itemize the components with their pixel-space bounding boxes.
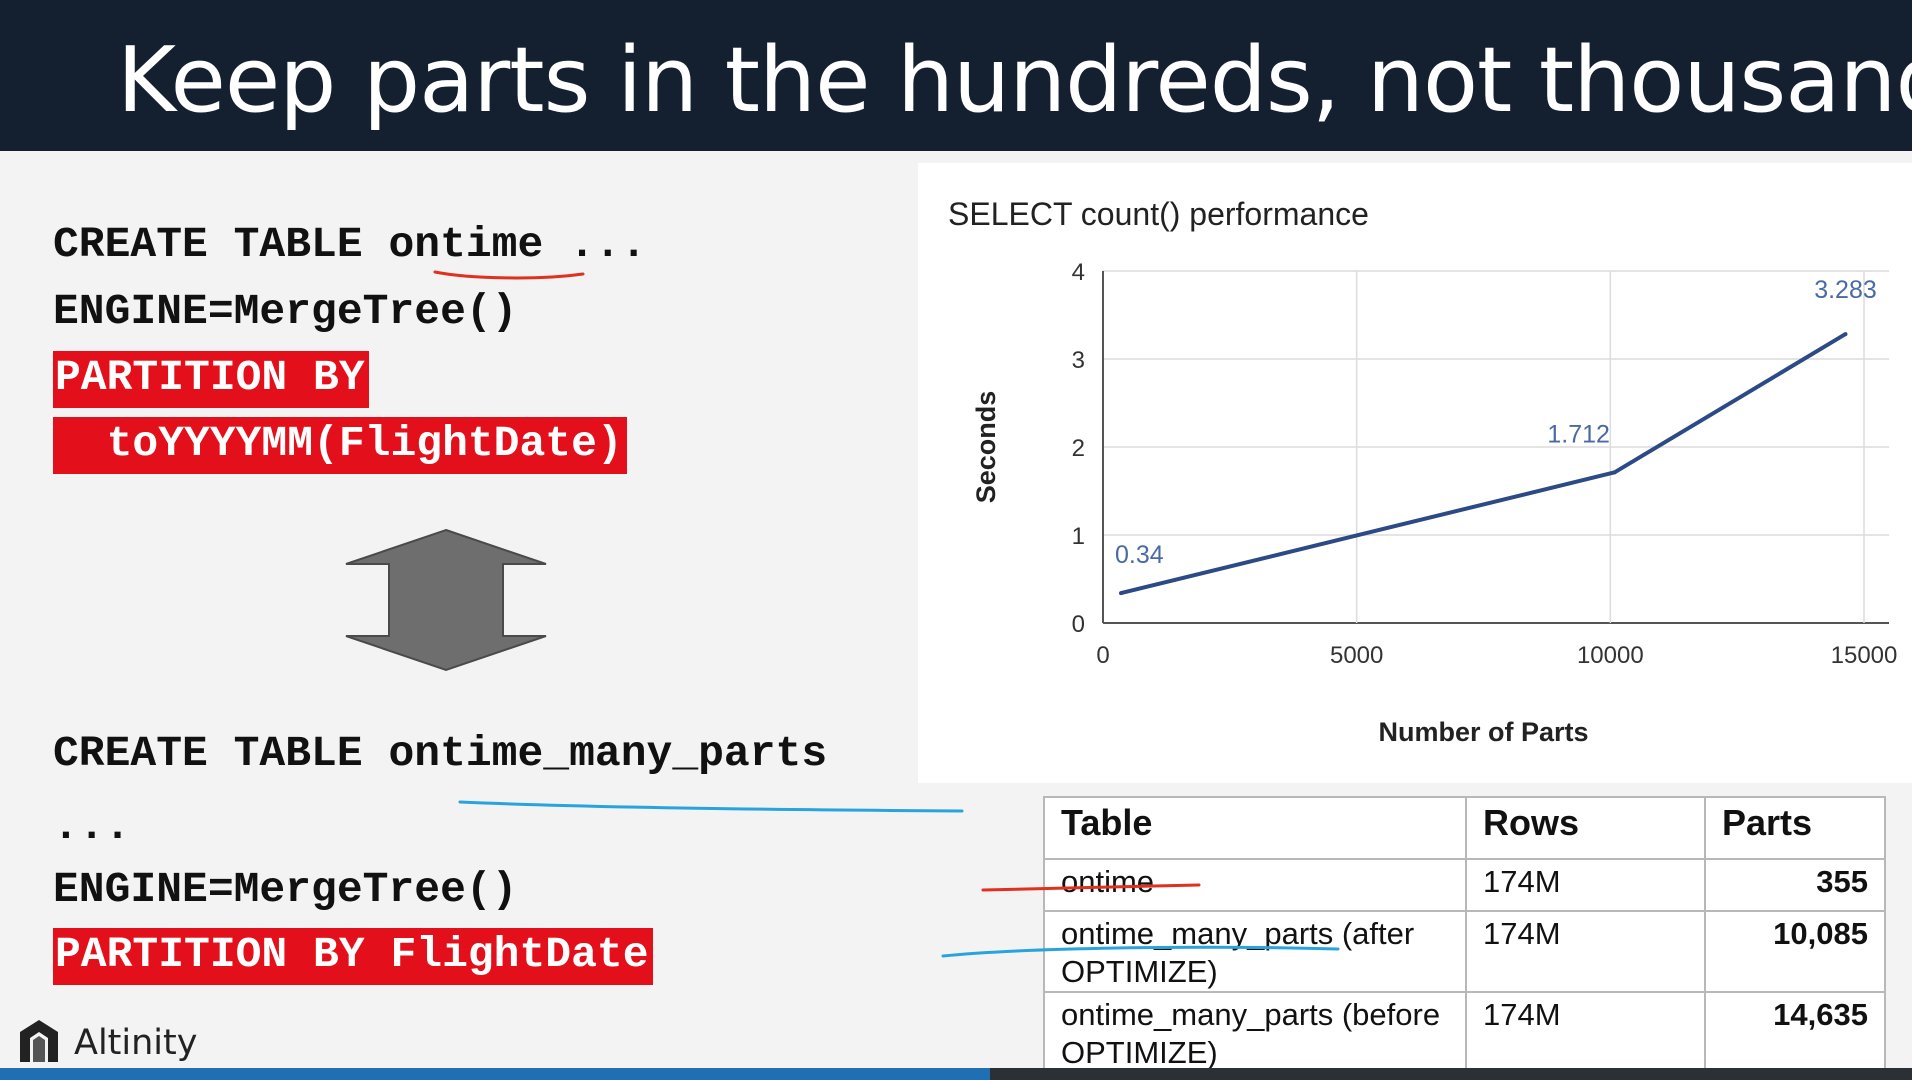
y-tick-label: 2 [1072,435,1085,462]
data-point [1843,332,1848,337]
line-chart: 0 1 2 3 4 0 5000 10000 15000 0.34 1.712 3.283 Number… [971,259,1898,747]
highlight-partition-flightdate: PARTITION BY FlightDate [53,928,653,985]
progress-bar-track [990,1068,1912,1080]
code-bottom-line3: ENGINE=MergeTree() [53,865,518,914]
x-tick-label: 0 [1096,642,1109,669]
highlight-partition-expr: toYYYYMM(FlightDate) [53,417,627,474]
chart-panel [918,163,1912,783]
column-header-rows: Rows [1465,796,1706,860]
code-keyword: CREATE TABLE [53,729,389,778]
chart-title: SELECT count() performance [948,196,1369,232]
column-header-parts: Parts [1704,796,1886,860]
slide-title: Keep parts in the hundreds, not thousand… [117,28,1912,133]
series-line [1120,332,1847,596]
blue-underline-mark [458,800,964,813]
altinity-logo-icon [20,1020,58,1062]
code-keyword: CREATE TABLE [53,220,389,269]
cell-rows: 174M [1465,910,1706,993]
progress-bar-fill [0,1068,990,1080]
data-point [1612,470,1617,475]
table-row: ontime 174M 355 [1043,858,1886,912]
cell-parts: 10,085 [1704,910,1886,993]
x-axis-label: Number of Parts [1378,717,1588,747]
y-axis-label: Seconds [971,391,1001,504]
code-bottom-line2: ... [53,802,131,851]
code-table-name: ontime [388,220,544,269]
slide-header: Keep parts in the hundreds, not thousand… [0,0,1912,151]
table-header-row: Table Rows Parts [1043,796,1886,860]
data-label: 1.712 [1547,420,1610,448]
x-tick-label: 5000 [1330,642,1383,669]
cell-table-name: ontime_many_parts (before OPTIMIZE) [1043,991,1467,1074]
code-bottom-line4: PARTITION BY FlightDate [53,928,653,985]
red-underline-mark [433,270,585,280]
x-tick-label: 15000 [1831,642,1898,669]
y-tick-label: 1 [1072,523,1085,550]
y-tick-label: 3 [1072,347,1085,374]
data-label: 0.34 [1115,541,1164,569]
code-top-line2: ENGINE=MergeTree() [53,287,518,336]
table-row: ontime_many_parts (before OPTIMIZE) 174M… [1043,991,1886,1074]
cell-parts: 355 [1704,858,1886,912]
code-ellipsis: ... [543,220,647,269]
brand-name: Altinity [74,1023,198,1063]
highlight-partition-by: PARTITION BY [53,351,369,408]
cell-rows: 174M [1465,991,1706,1074]
y-tick-label: 4 [1072,259,1085,286]
cell-parts: 14,635 [1704,991,1886,1074]
data-label: 3.283 [1814,276,1877,304]
code-top-line4: toYYYYMM(FlightDate) [53,417,627,474]
cell-table-name: ontime_many_parts (after OPTIMIZE) [1043,910,1467,993]
code-top-line3: PARTITION BY [53,351,369,408]
cell-table-name: ontime [1043,858,1467,912]
cell-rows: 174M [1465,858,1706,912]
table-row: ontime_many_parts (after OPTIMIZE) 174M … [1043,910,1886,993]
code-bottom-line1: CREATE TABLE ontime_many_parts [53,732,827,775]
double-arrow-icon [345,528,547,672]
parts-table: Table Rows Parts ontime 174M 355 ontime_… [1043,796,1886,1074]
data-point [1119,591,1124,596]
y-tick-label: 0 [1072,611,1085,638]
code-top-line1: CREATE TABLE ontime ... [53,223,647,266]
column-header-table: Table [1043,796,1467,860]
code-table-name: ontime_many_parts [388,729,828,778]
x-tick-label: 10000 [1577,642,1644,669]
